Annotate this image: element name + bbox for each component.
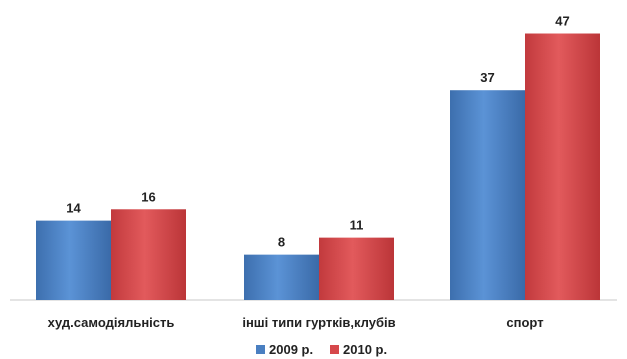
category-label-1: інші типи гуртків,клубів bbox=[242, 315, 395, 330]
legend-label-2010: 2010 р. bbox=[343, 342, 387, 357]
data-labels-group: 14 16 8 11 37 47 bbox=[66, 14, 569, 250]
category-label-0: худ.самодіяльність bbox=[48, 315, 175, 330]
data-label-2009-1: 8 bbox=[278, 235, 285, 250]
data-label-2009-0: 14 bbox=[66, 201, 81, 216]
data-label-2010-2: 47 bbox=[555, 14, 569, 29]
legend-swatch-2010 bbox=[330, 345, 339, 354]
bar-2009-0 bbox=[36, 220, 111, 300]
bars-group bbox=[36, 33, 600, 301]
legend-label-2009: 2009 р. bbox=[269, 342, 313, 357]
legend-swatch-2009 bbox=[256, 345, 265, 354]
data-label-2009-2: 37 bbox=[480, 70, 494, 85]
data-label-2010-0: 16 bbox=[141, 189, 155, 204]
bar-2010-1 bbox=[319, 237, 394, 300]
bar-2010-0 bbox=[111, 209, 186, 300]
legend: 2009 р. 2010 р. bbox=[256, 342, 387, 357]
bar-2009-2 bbox=[450, 90, 525, 301]
bar-2009-1 bbox=[244, 254, 319, 300]
category-labels-group: худ.самодіяльність інші типи гуртків,клуб… bbox=[48, 315, 544, 330]
data-label-2010-1: 11 bbox=[350, 218, 364, 233]
category-label-2: спорт bbox=[506, 315, 543, 330]
bar-2010-2 bbox=[525, 33, 600, 300]
